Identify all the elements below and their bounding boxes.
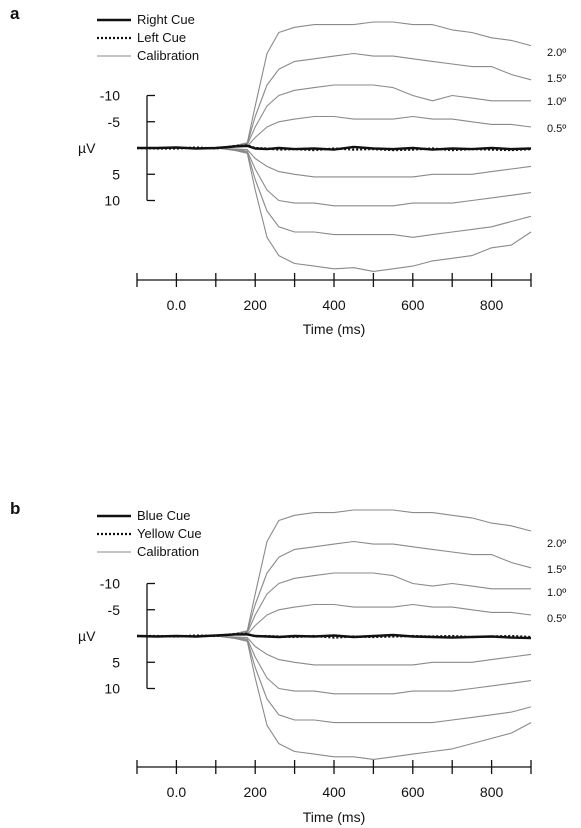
legend-label: Right Cue — [137, 12, 195, 27]
calibration-line — [137, 52, 532, 149]
legend-label: Calibration — [137, 48, 199, 63]
calibration-line — [137, 635, 532, 724]
calibration-line — [137, 635, 532, 760]
series-line — [137, 632, 532, 639]
y-tick-label: 10 — [104, 193, 120, 209]
y-tick-label: 10 — [104, 681, 120, 697]
calibration-line — [137, 603, 532, 637]
calibration-label: 1.0º — [547, 96, 566, 108]
x-tick-label: 200 — [244, 297, 268, 313]
y-tick-label: 5 — [112, 166, 120, 182]
y-tick-label: -5 — [108, 114, 121, 130]
calibration-label: 1.5º — [547, 564, 566, 576]
x-axis-label: Time (ms) — [303, 321, 365, 337]
panel-b: b Blue Cue Yellow Cue Calibration -10 -5 5 10 µV… — [10, 499, 566, 825]
calibration-line — [137, 115, 532, 149]
calibration-line — [137, 147, 532, 272]
calibration-label: 0.5º — [547, 613, 566, 625]
panel-letter: b — [10, 499, 20, 518]
y-tick-label: -10 — [100, 576, 120, 592]
calibration-label: 2.0º — [547, 47, 566, 59]
calibration-line — [137, 635, 532, 666]
legend-label: Left Cue — [137, 30, 186, 45]
calibration-label: 2.0º — [547, 538, 566, 550]
x-axis-label: Time (ms) — [303, 809, 365, 825]
panel-a: a Right Cue Left Cue Calibration -10 -5 5 10 µV 0… — [10, 4, 566, 337]
calibration-label: 1.5º — [547, 73, 566, 85]
panel-letter: a — [10, 4, 20, 23]
x-tick-label: 800 — [480, 297, 504, 313]
x-tick-label: 800 — [480, 784, 504, 800]
calibration-label: 1.0º — [547, 587, 566, 599]
y-tick-label: -10 — [100, 88, 120, 104]
x-tick-label: 400 — [322, 297, 346, 313]
series-line — [136, 144, 532, 152]
x-tick-label: 0.0 — [167, 784, 187, 800]
x-tick-label: 200 — [244, 784, 268, 800]
x-tick-label: 0.0 — [167, 297, 187, 313]
calibration-line — [137, 147, 532, 238]
y-axis-label: µV — [78, 140, 96, 156]
x-tick-label: 600 — [401, 784, 425, 800]
calibration-line — [137, 147, 532, 178]
legend-label: Yellow Cue — [137, 526, 202, 541]
x-tick-label: 400 — [322, 784, 346, 800]
y-tick-label: 5 — [112, 654, 120, 670]
legend-label: Calibration — [137, 544, 199, 559]
y-axis-label: µV — [78, 628, 96, 644]
legend-label: Blue Cue — [137, 508, 190, 523]
y-tick-label: -5 — [108, 602, 121, 618]
x-tick-label: 600 — [401, 297, 425, 313]
calibration-label: 0.5º — [547, 123, 566, 135]
